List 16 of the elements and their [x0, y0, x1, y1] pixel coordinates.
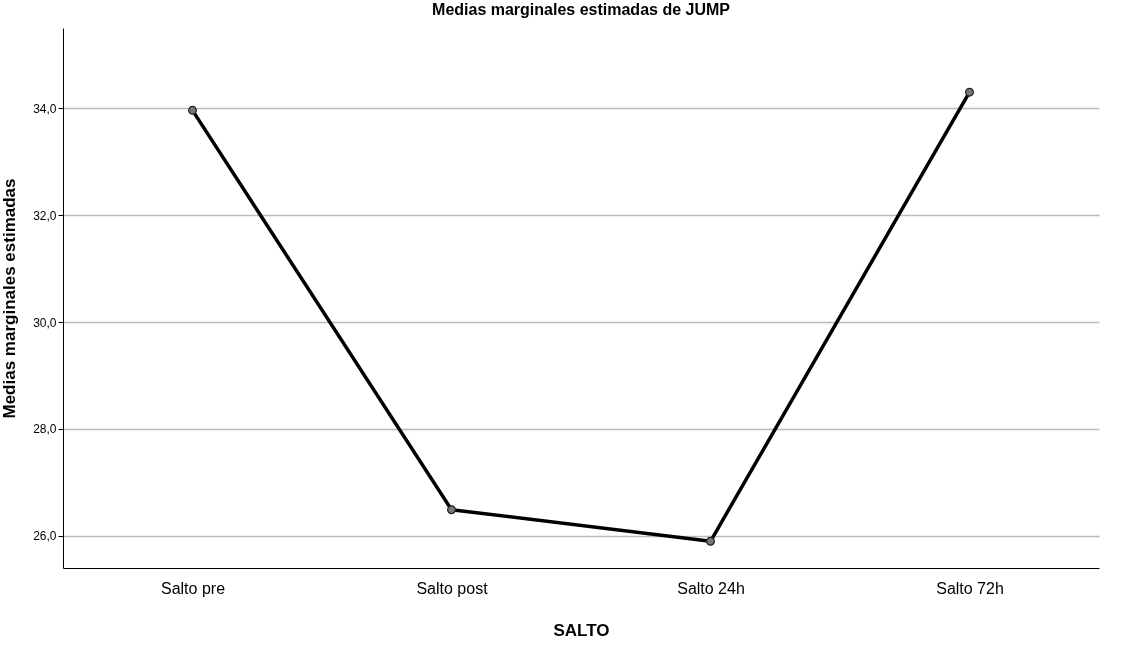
x-tick-label: Salto 24h	[677, 579, 745, 597]
chart-title: Medias marginales estimadas de JUMP	[432, 1, 731, 18]
y-tick-label: 28,0	[33, 422, 57, 437]
y-tick-label: 32,0	[33, 208, 57, 223]
point	[188, 105, 197, 115]
point	[447, 505, 456, 515]
point	[706, 536, 715, 546]
y-tick-label: 30,0	[33, 315, 57, 330]
x-tick-label: Salto pre	[160, 579, 226, 597]
x-tick-label: Salto post	[416, 579, 489, 597]
x-tick-label: Salto 72h	[936, 579, 1004, 597]
y-axis-title: Medias marginales estimadas	[0, 178, 20, 419]
x-axis-title: SALTO	[553, 620, 610, 640]
y-tick-label: 26,0	[33, 529, 57, 544]
y-tick-label: 34,0	[33, 101, 57, 116]
point	[965, 87, 974, 97]
